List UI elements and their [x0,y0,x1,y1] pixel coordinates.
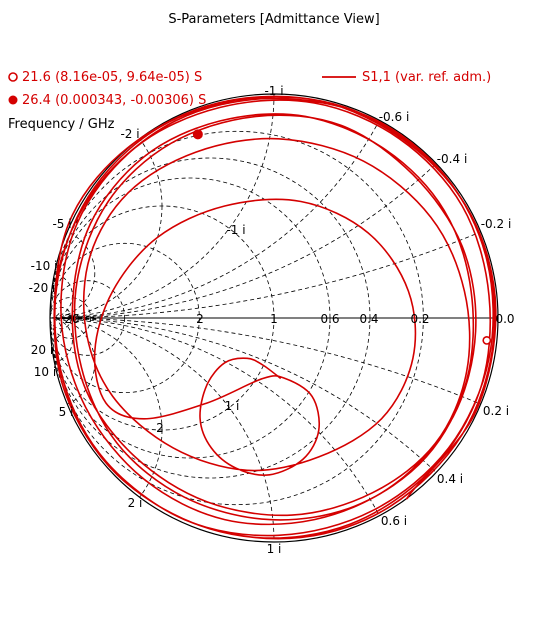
tick-label: 0.4 i [437,472,463,486]
chart-title: S-Parameters [Admittance View] [168,12,379,27]
tick-label: 20 i [31,343,53,357]
susceptance-arc [50,317,62,341]
tick-label: -0.4 i [437,152,468,166]
susceptance-arc [50,317,73,364]
series-legend[interactable]: S1,1 (var. ref. adm.) [322,70,491,85]
tick-labels: 20 2 1 0.6 0.4 0.2 0.0 -1 i -0.6 i -0.4 i -0.2 i -2… [29,84,515,556]
tick-label: -0.6 i [379,110,410,124]
tick-label: 1 i [225,399,240,413]
marker-layer [192,129,492,345]
outer-circle [49,93,499,543]
tick-label: 1 i [267,542,282,556]
tick-label: -1 i [226,223,245,237]
tick-label: 0.6 [320,312,339,326]
trace-marker-2 [192,129,203,140]
tick-label: -0.2 i [481,217,512,231]
open-marker-icon [8,72,18,82]
trace-layer [53,95,497,540]
marker-legend: 21.6 (8.16e-05, 9.64e-05) S 26.4 (0.0003… [8,70,206,132]
s11-trace [53,95,497,540]
frequency-unit-label: Frequency / GHz [8,117,115,132]
tick-label: 0.4 [359,312,378,326]
tick-label: -10 i [31,259,58,273]
trace-marker-1 [482,335,492,345]
tick-label: -1 i [264,84,283,98]
tick-label: 0.2 i [483,404,509,418]
series-legend-label: S1,1 (var. ref. adm.) [362,70,491,85]
tick-label: 2 [156,421,164,435]
susceptance-arc [50,317,424,542]
tick-label: 0.6 i [381,514,407,528]
susceptance-arc [50,228,96,319]
tick-label: 20 [64,312,79,326]
susceptance-arc [50,317,163,542]
tick-label: 1 [270,312,278,326]
tick-label: 0.2 [410,312,429,326]
filled-marker-icon [8,95,18,105]
tick-label: 0.0 [495,312,514,326]
susceptance-arc [50,317,498,542]
marker-2-label: 26.4 (0.000343, -0.00306) S [22,93,206,108]
susceptance-arc [50,317,498,542]
tick-label: -20 i [29,281,56,295]
marker-1-label: 21.6 (8.16e-05, 9.64e-05) S [22,70,202,85]
tick-label: 10 i [34,365,56,379]
tick-label: -5 i [52,217,71,231]
susceptance-arc [50,94,163,319]
tick-label: 5 i [59,405,74,419]
tick-label: -2 i [120,127,139,141]
tick-label: 2 i [128,496,143,510]
tick-label: 2 [196,312,204,326]
